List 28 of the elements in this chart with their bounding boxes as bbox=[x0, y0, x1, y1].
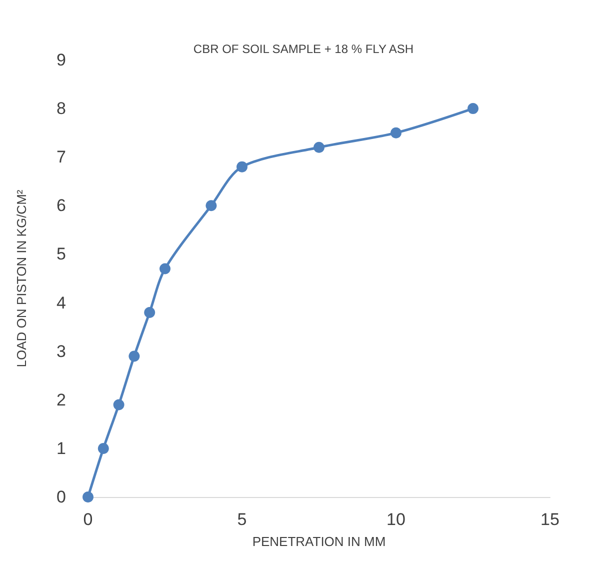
x-tick-label: 15 bbox=[540, 510, 560, 529]
y-tick-label: 1 bbox=[56, 438, 66, 458]
point bbox=[128, 350, 140, 362]
y-tick-label: 8 bbox=[56, 99, 66, 118]
point bbox=[390, 127, 402, 138]
point bbox=[82, 492, 94, 502]
point bbox=[113, 399, 124, 410]
y-tick-label: 9 bbox=[56, 50, 66, 70]
point bbox=[160, 263, 170, 274]
y-axis-title: LOAD ON PISTON IN KG/CM² bbox=[14, 189, 29, 368]
point bbox=[98, 442, 109, 454]
y-tick-label: 3 bbox=[56, 342, 66, 361]
y-tick-label: 6 bbox=[56, 196, 66, 216]
y-tick-label: 7 bbox=[56, 148, 66, 167]
x-axis-title: PENETRATION IN MM bbox=[252, 534, 386, 549]
y-tick-label: 4 bbox=[56, 293, 66, 312]
y-tick-label: 2 bbox=[56, 390, 66, 410]
x-tick-label: 0 bbox=[83, 510, 93, 529]
x-tick-label: 5 bbox=[237, 510, 247, 529]
y-tick-label: 0 bbox=[56, 488, 66, 506]
point bbox=[206, 200, 217, 212]
y-tick-label: 5 bbox=[56, 244, 66, 264]
point bbox=[468, 103, 478, 114]
point bbox=[236, 161, 248, 172]
point bbox=[314, 142, 324, 153]
point bbox=[144, 306, 156, 318]
x-tick-label: 10 bbox=[386, 510, 406, 529]
chart-title: CBR OF SOIL SAMPLE + 18 % FLY ASH bbox=[193, 42, 414, 56]
